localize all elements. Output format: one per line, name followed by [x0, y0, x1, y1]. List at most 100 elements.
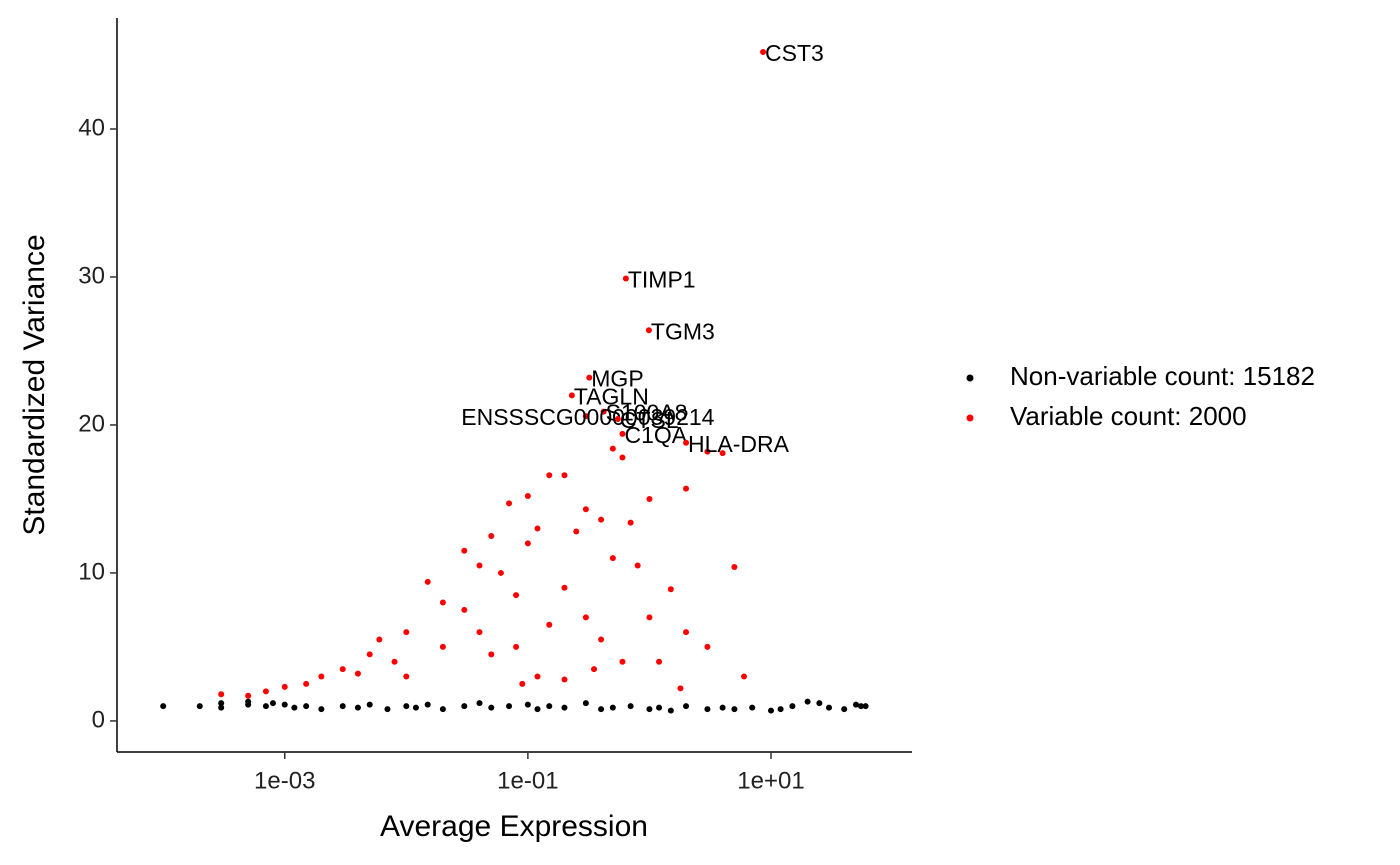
point [561, 584, 568, 591]
point-label: CST3 [765, 40, 824, 66]
point [749, 704, 756, 711]
point [598, 706, 605, 713]
point [634, 562, 641, 569]
point-label: TGM3 [651, 318, 715, 344]
point [683, 629, 690, 636]
point [366, 701, 373, 708]
point [245, 692, 252, 699]
point [506, 703, 513, 710]
point [667, 586, 674, 593]
labeled-point [760, 49, 767, 56]
point [218, 691, 225, 698]
point [218, 700, 225, 707]
x-axis-title: Average Expression [380, 810, 648, 843]
point [339, 666, 346, 673]
legend-marker [966, 414, 974, 422]
y-tick-label: 0 [92, 706, 105, 733]
point [862, 703, 869, 710]
point [262, 703, 269, 710]
point [609, 555, 616, 562]
y-axis-title: Standardized Variance [18, 234, 51, 535]
point [646, 706, 653, 713]
point [591, 666, 598, 673]
point [497, 569, 504, 576]
point [582, 614, 589, 621]
point [506, 500, 513, 507]
point [403, 673, 410, 680]
point [376, 636, 383, 643]
point [476, 629, 483, 636]
labeled-point [582, 413, 589, 420]
point [534, 673, 541, 680]
point [546, 621, 553, 628]
point [524, 701, 531, 708]
point [524, 540, 531, 547]
point [804, 698, 811, 705]
point-label: CTSL [620, 407, 679, 433]
point [488, 651, 495, 658]
y-tick-label: 40 [78, 114, 105, 141]
point [439, 643, 446, 650]
point [546, 703, 553, 710]
point [461, 606, 468, 613]
point [677, 685, 684, 692]
x-tick-label: 1e-01 [497, 767, 558, 794]
point [619, 454, 626, 461]
point [524, 492, 531, 499]
point [281, 683, 288, 690]
point [354, 704, 361, 711]
point [534, 525, 541, 532]
point [582, 700, 589, 707]
legend-marker [966, 374, 974, 382]
point [269, 700, 276, 707]
point [461, 547, 468, 554]
point [196, 703, 203, 710]
point [245, 698, 252, 705]
point [366, 651, 373, 658]
labeled-point [586, 374, 593, 381]
labeled-point [622, 275, 629, 282]
point [439, 706, 446, 713]
point [598, 636, 605, 643]
point [561, 472, 568, 479]
point [704, 643, 711, 650]
point [354, 670, 361, 677]
point [731, 564, 738, 571]
point [627, 519, 634, 526]
point [439, 599, 446, 606]
point [826, 704, 833, 711]
point [619, 658, 626, 665]
point [303, 680, 310, 687]
labeled-point [600, 408, 607, 415]
point [262, 688, 269, 695]
point [609, 445, 616, 452]
point [731, 706, 738, 713]
point [519, 680, 526, 687]
point [789, 703, 796, 710]
point [476, 700, 483, 707]
point [424, 578, 431, 585]
y-tick-label: 10 [78, 558, 105, 585]
x-tick-label: 1e+01 [737, 767, 804, 794]
point [598, 516, 605, 523]
point [281, 701, 288, 708]
point [513, 643, 520, 650]
legend-label: Variable count: 2000 [1010, 401, 1247, 431]
point-label: TAGLN [574, 383, 649, 409]
labeled-point [683, 439, 690, 446]
y-tick-label: 30 [78, 262, 105, 289]
point [667, 707, 674, 714]
point [609, 704, 616, 711]
point [488, 532, 495, 539]
point [403, 629, 410, 636]
point [704, 706, 711, 713]
point [719, 704, 726, 711]
point [704, 448, 711, 455]
point [683, 485, 690, 492]
x-tick-label: 1e-03 [254, 767, 315, 794]
point [424, 701, 431, 708]
point [513, 592, 520, 599]
point [683, 703, 690, 710]
point [561, 704, 568, 711]
labeled-point [614, 416, 621, 423]
